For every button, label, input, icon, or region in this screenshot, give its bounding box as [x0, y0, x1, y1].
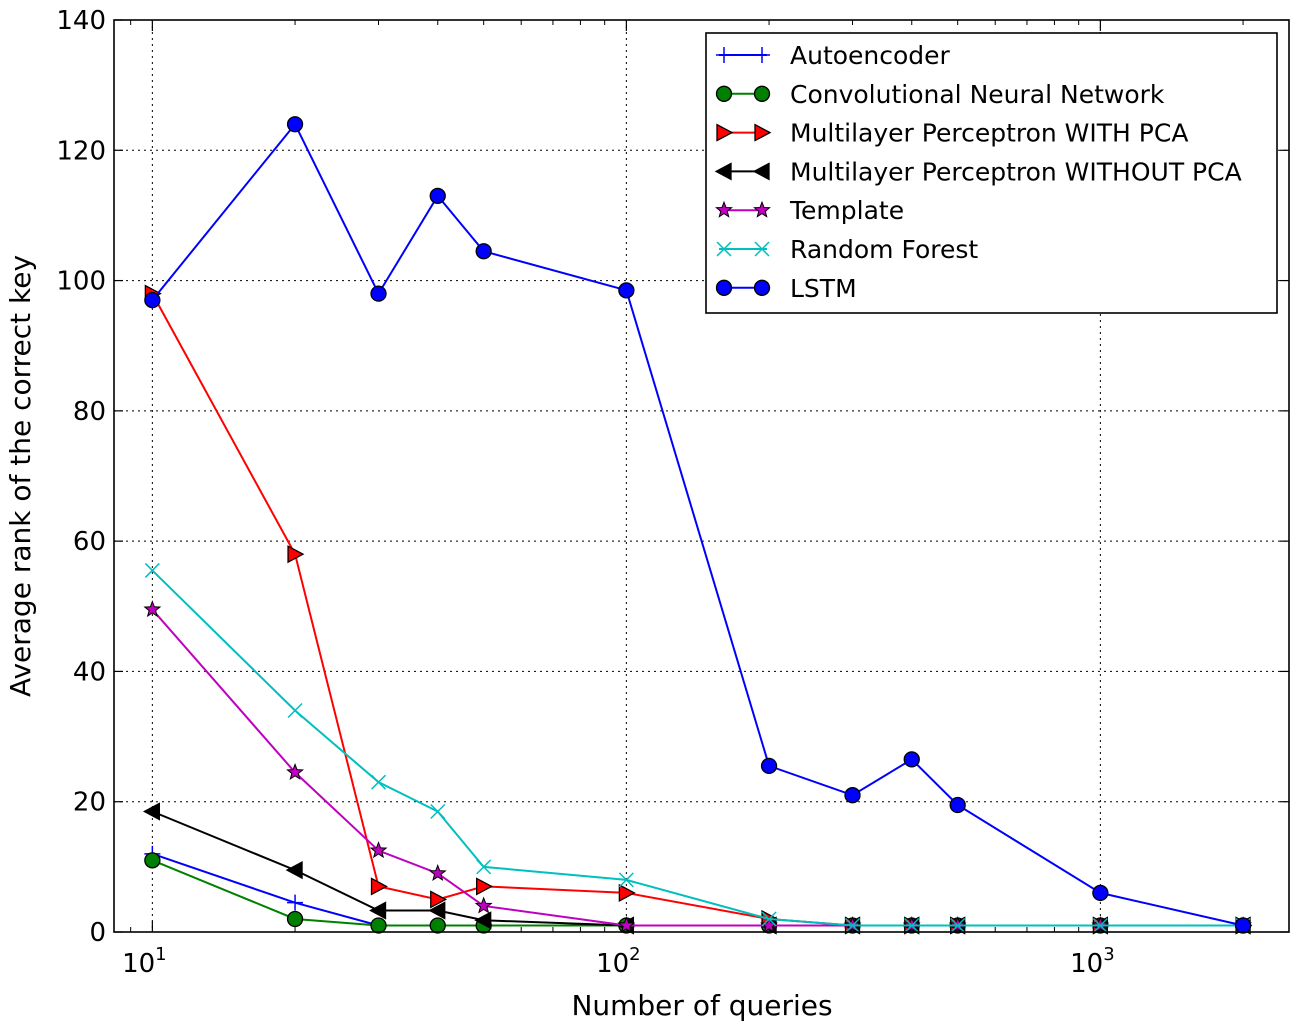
legend-box: [705, 32, 1278, 314]
data-point: [949, 796, 966, 814]
data-point: [844, 917, 861, 934]
plot-frame: [113, 19, 1290, 933]
data-point: [618, 883, 636, 902]
data-point: [287, 545, 305, 564]
data-point: [142, 802, 161, 821]
y-tick-label: 40: [73, 657, 106, 687]
y-tick-label: 20: [73, 788, 106, 818]
legend-label: Multilayer Perceptron WITHOUT PCA: [790, 157, 1242, 186]
legend-item: Template: [715, 196, 904, 225]
x-tick-label: 103: [1070, 944, 1115, 979]
legend-item: Convolutional Neural Network: [715, 80, 1165, 109]
series: [142, 116, 1253, 935]
legend-marker: [754, 123, 772, 142]
data-point: [428, 901, 446, 920]
data-point: [143, 600, 162, 618]
data-point: [285, 861, 303, 880]
x-axis-label: Number of queries: [571, 989, 832, 1022]
data-point: [144, 291, 161, 309]
legend-item: Random Forest: [716, 235, 978, 264]
data-point: [287, 702, 303, 719]
legend-marker: [753, 200, 771, 218]
legend-marker: [715, 200, 733, 218]
legend-marker: [754, 47, 770, 63]
legend-label: Autoencoder: [790, 41, 951, 70]
data-point: [844, 787, 861, 804]
legend: Autoencoder Convolutional Neural Network M…: [705, 32, 1278, 314]
data-point: [903, 751, 920, 768]
legend-marker: [715, 279, 733, 296]
data-point: [618, 282, 635, 299]
data-point: [1234, 917, 1252, 934]
data-point: [1092, 884, 1109, 902]
series-line: [151, 569, 1244, 927]
x-tick-label: 102: [596, 944, 641, 979]
legend-marker: [715, 85, 733, 102]
legend-marker: [714, 162, 732, 181]
series-lstm: [144, 116, 1252, 934]
legend-marker: [716, 47, 732, 63]
axis-ticks: 0 20 40 60 80 100 120 140 101 102 103: [56, 6, 1289, 979]
data-point: [950, 917, 966, 934]
data-point: [369, 901, 387, 920]
y-tick-label: 80: [73, 397, 106, 427]
legend-marker: [753, 85, 771, 102]
series-line: [151, 122, 1244, 927]
data-point: [370, 774, 387, 790]
y-tick-label: 120: [56, 136, 106, 166]
data-point: [370, 285, 387, 302]
y-tick-label: 0: [89, 918, 106, 948]
data-point: [286, 116, 304, 133]
legend-label: Random Forest: [790, 235, 978, 264]
y-tick-label: 60: [73, 527, 106, 557]
data-point: [761, 911, 777, 927]
data-point: [476, 877, 494, 896]
data-point: [904, 917, 920, 934]
data-point: [428, 863, 447, 881]
legend-label: Convolutional Neural Network: [790, 80, 1165, 109]
y-tick-label: 140: [56, 6, 106, 36]
data-point: [430, 890, 448, 909]
data-point: [1092, 917, 1108, 934]
data-point: [475, 243, 492, 260]
legend-marker: [716, 241, 732, 257]
data-point: [474, 911, 492, 930]
data-point: [429, 187, 446, 205]
y-tick-label: 100: [56, 267, 106, 297]
data-point: [144, 852, 161, 869]
legend-marker: [753, 279, 771, 296]
data-point: [617, 916, 636, 934]
data-point: [430, 803, 446, 820]
data-point: [760, 916, 778, 934]
legend-marker: [752, 162, 770, 181]
y-axis-label: Average rank of the correct key: [4, 255, 37, 697]
legend-item: Multilayer Perceptron WITH PCA: [716, 119, 1188, 148]
data-point: [286, 762, 304, 781]
data-point: [144, 562, 160, 578]
data-point: [369, 841, 388, 859]
legend-label: LSTM: [790, 274, 857, 303]
legend-item: LSTM: [715, 274, 857, 303]
data-point: [474, 896, 493, 914]
data-point: [287, 894, 304, 911]
data-point: [286, 910, 304, 928]
legend-marker: [754, 241, 770, 257]
data-point: [476, 859, 492, 875]
legend-marker: [716, 123, 734, 142]
data-point: [618, 872, 634, 888]
data-point: [370, 877, 388, 896]
data-point: [760, 757, 778, 775]
legend-item: Multilayer Perceptron WITHOUT PCA: [714, 157, 1242, 186]
data-point: [370, 917, 387, 934]
legend-item: Autoencoder: [716, 41, 951, 70]
legend-label: Multilayer Perceptron WITH PCA: [790, 119, 1188, 148]
legend-label: Template: [789, 196, 904, 225]
data-point: [429, 917, 446, 934]
x-tick-label: 101: [122, 944, 167, 979]
